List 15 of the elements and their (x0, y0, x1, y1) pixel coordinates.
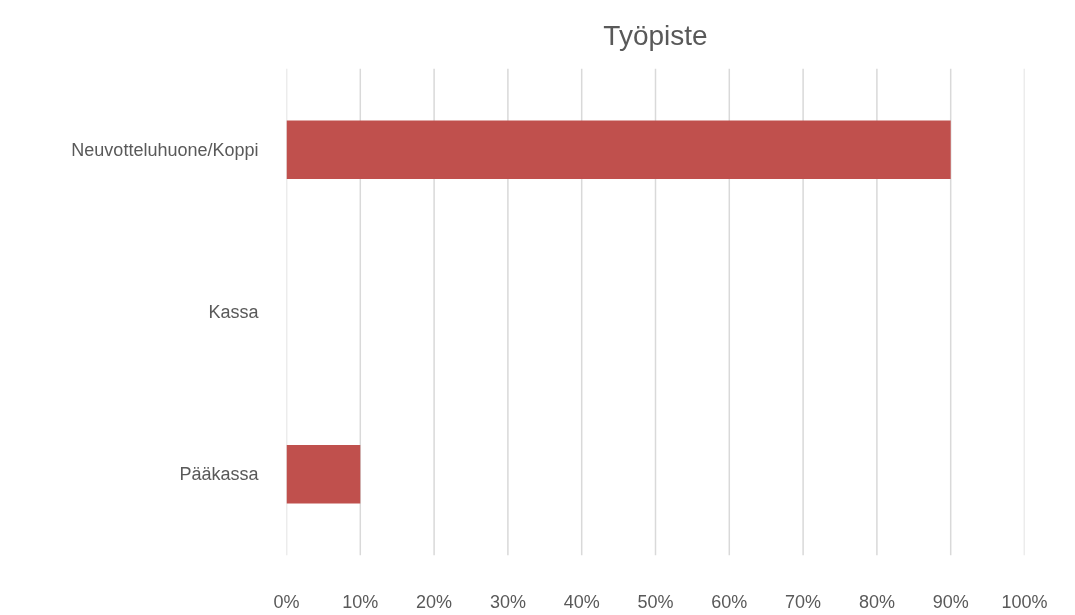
x-tick-label: 30% (489, 591, 526, 612)
x-tick-label: 20% (416, 591, 453, 612)
chart-title: Työpiste (603, 20, 708, 51)
x-tick-label: 90% (932, 591, 969, 612)
x-tick-label: 80% (858, 591, 895, 612)
x-tick-label: 100% (1001, 591, 1048, 612)
x-tick-label: 0% (273, 591, 300, 612)
y-tick-label: Kassa (208, 302, 260, 322)
x-tick-label: 50% (637, 591, 674, 612)
x-tick-label: 60% (711, 591, 748, 612)
x-tick-label: 40% (563, 591, 600, 612)
y-tick-label: Neuvotteluhuone/Koppi (71, 139, 259, 160)
x-tick-label: 10% (342, 591, 379, 612)
x-tick-label: 70% (785, 591, 822, 612)
y-tick-label: Pääkassa (179, 464, 260, 485)
